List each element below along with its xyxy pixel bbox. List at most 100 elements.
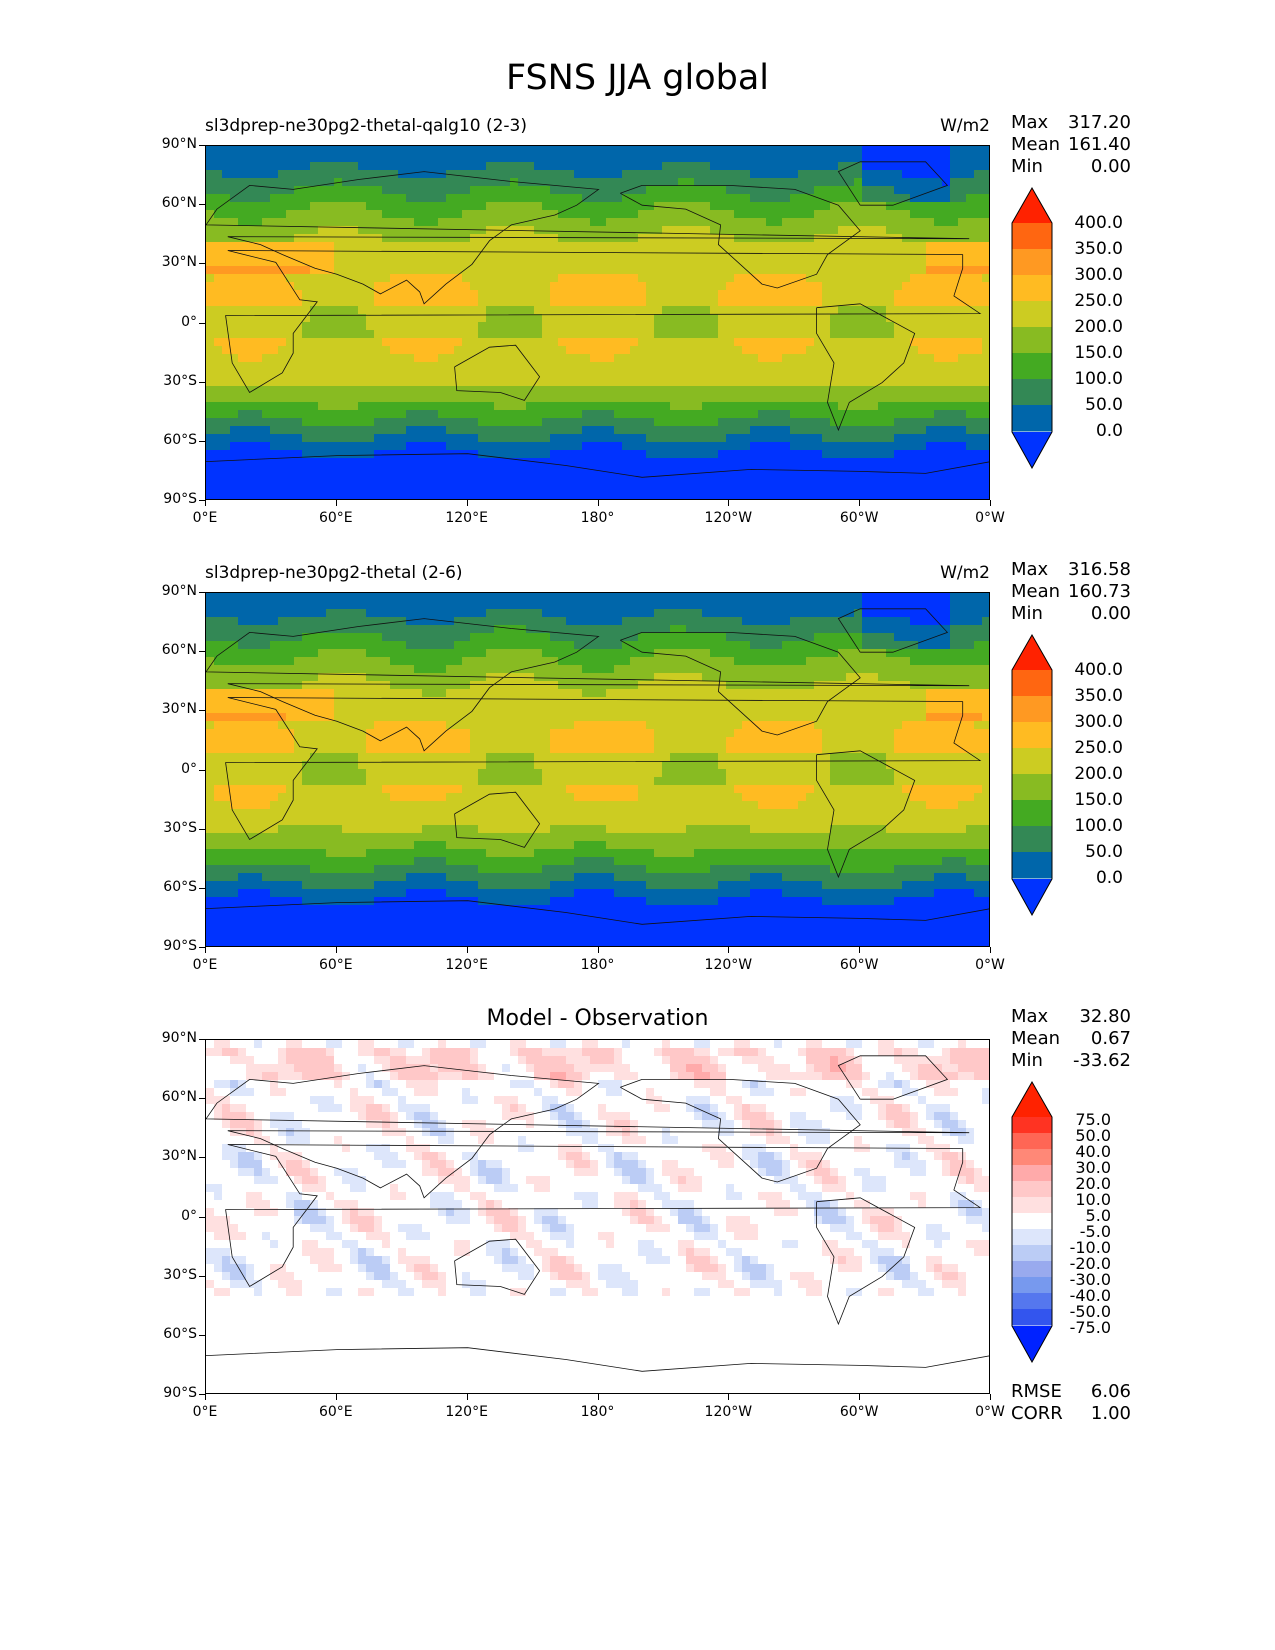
field-cell [942,242,951,251]
field-cell [766,338,775,347]
field-cell [342,274,351,283]
field-cell [806,386,815,395]
field-cell [966,330,975,339]
field-cell [278,913,287,922]
field-cell [462,498,471,499]
field-cell [254,258,263,267]
field-cell [630,490,639,499]
field-cell [958,186,967,195]
field-cell [278,162,287,171]
field-cell [870,482,879,491]
field-cell [366,410,375,419]
field-cell [262,673,271,682]
units-label: W/m2 [940,563,990,583]
field-cell [750,498,759,499]
field-cell [934,218,943,227]
field-cell [750,242,759,251]
field-cell [918,394,927,403]
field-cell [206,801,215,810]
field-cell [294,282,303,291]
field-cell [422,418,431,427]
field-cell [958,298,967,307]
field-cell [550,434,559,443]
field-cell [326,298,335,307]
field-cell [694,290,703,299]
field-cell [822,386,831,395]
field-cell [582,330,591,339]
field-cell [806,434,815,443]
field-cell [670,274,679,283]
field-cell [230,841,239,850]
field-cell [742,330,751,339]
field-cell [886,354,895,363]
field-cell [550,218,559,227]
field-cell [606,162,615,171]
field-cell [262,689,271,698]
field-cell [382,346,391,355]
field-cell [926,274,935,283]
field-cell [310,314,319,323]
field-cell [934,186,943,195]
field-cell [726,322,735,331]
field-cell [702,218,711,227]
field-cell [670,450,679,459]
field-cell [934,266,943,275]
field-cell [782,178,791,187]
field-cell [438,402,447,411]
field-cell [342,218,351,227]
field-cell [566,370,575,379]
field-cell [982,402,989,411]
field-cell [502,482,511,491]
field-cell [246,386,255,395]
field-cell [478,298,487,307]
field-cell [270,649,279,658]
field-cell [366,162,375,171]
field-cell [342,282,351,291]
field-cell [406,170,415,179]
field-cell [846,322,855,331]
field-cell [470,194,479,203]
field-cell [406,338,415,347]
field-cell [278,633,287,642]
field-cell [406,346,415,355]
field-cell [350,394,359,403]
field-cell [254,665,263,674]
field-cell [462,306,471,315]
field-cell [950,490,959,499]
field-cell [782,346,791,355]
field-cell [254,402,263,411]
field-cell [462,250,471,259]
field-cell [646,242,655,251]
field-cell [774,386,783,395]
field-cell [670,282,679,291]
field-cell [254,394,263,403]
field-cell [334,426,343,435]
field-cell [438,490,447,499]
field-cell [398,322,407,331]
colorbar-tick-label: 400.0 [1074,213,1123,233]
field-cell [878,362,887,371]
field-cell [862,210,871,219]
field-cell [934,178,943,187]
field-cell [966,314,975,323]
field-cell [222,745,231,754]
field-cell [574,234,583,243]
field-cell [670,386,679,395]
field-cell [774,370,783,379]
field-cell [350,258,359,267]
field-cell [510,194,519,203]
field-cell [598,186,607,195]
field-cell [638,314,647,323]
field-cell [566,178,575,187]
field-cell [742,482,751,491]
field-cell [814,274,823,283]
field-cell [734,274,743,283]
field-cell [774,434,783,443]
field-cell [238,338,247,347]
field-cell [486,498,495,499]
field-cell [446,186,455,195]
field-cell [886,466,895,475]
field-cell [974,442,983,451]
stat-value: 0.00 [1090,603,1131,624]
field-cell [310,290,319,299]
